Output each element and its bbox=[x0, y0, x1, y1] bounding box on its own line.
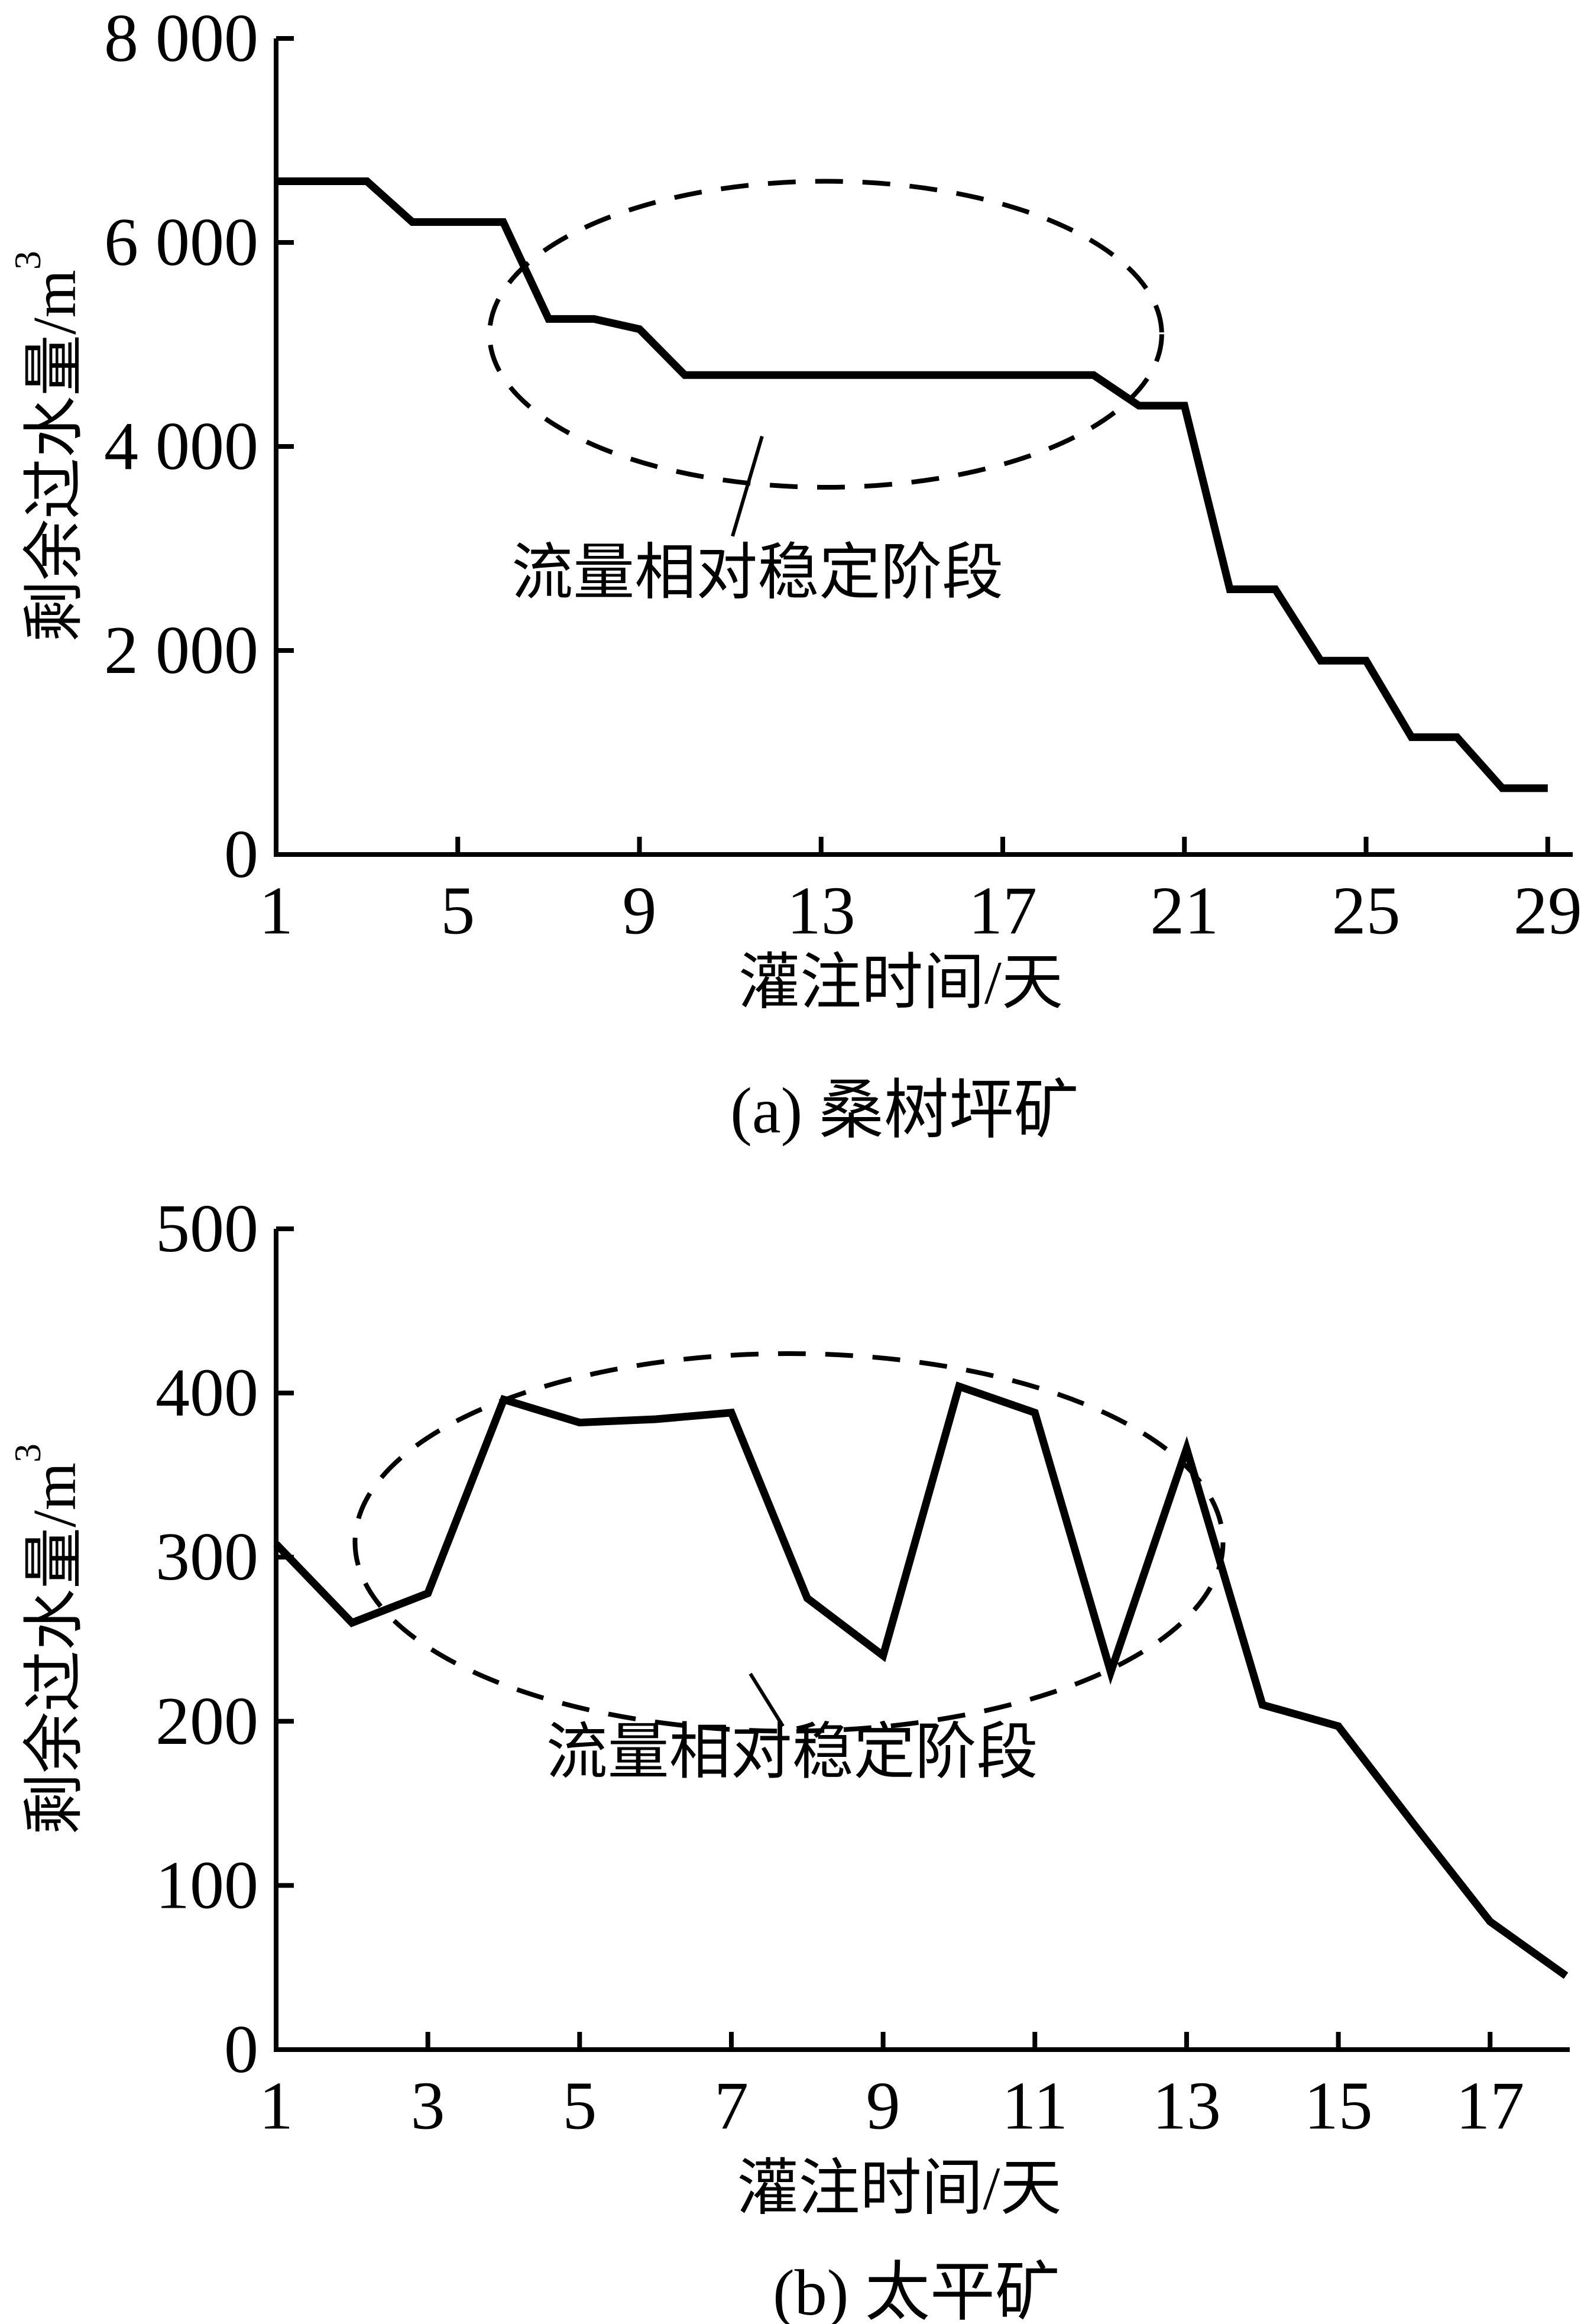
x-tick-label: 13 bbox=[1152, 2069, 1221, 2144]
x-axis-title: 灌注时间/天 bbox=[738, 949, 1063, 1017]
y-axis-title: 剩余过水量/m3 bbox=[7, 1443, 89, 1835]
data-line bbox=[276, 177, 1548, 792]
x-tick-label: 11 bbox=[1002, 2069, 1068, 2144]
y-tick-label: 500 bbox=[155, 1191, 258, 1267]
y-axis-title: 剩余过水量/m3 bbox=[7, 251, 89, 642]
x-tick-label: 17 bbox=[1456, 2069, 1524, 2144]
y-tick-label: 8 000 bbox=[104, 1, 258, 76]
x-tick-label: 25 bbox=[1332, 873, 1401, 949]
annotation-leader-line bbox=[749, 1672, 785, 1727]
y-tick-label: 0 bbox=[224, 2012, 258, 2087]
subfigure-caption: (a) 桑树坪矿 bbox=[730, 1074, 1079, 1147]
chart-b-taiping: 0 100 200 300 400 500 1 3 5 7 9 11 13 15 17 流量相对稳定阶段 灌注时… bbox=[0, 1162, 1581, 2324]
x-tick-label: 9 bbox=[866, 2069, 900, 2144]
x-tick-label: 15 bbox=[1304, 2069, 1373, 2144]
subfigure-caption: (b) 太平矿 bbox=[773, 2257, 1060, 2324]
x-tick-label: 13 bbox=[787, 873, 856, 949]
x-tick-label: 3 bbox=[411, 2069, 445, 2144]
stable-stage-ellipse bbox=[487, 179, 1164, 490]
annotation-label: 流量相对稳定阶段 bbox=[546, 1718, 1038, 1786]
x-tick-label: 9 bbox=[623, 873, 657, 949]
data-line bbox=[273, 1381, 1569, 1979]
x-tick-label: 7 bbox=[714, 2069, 749, 2144]
y-tick-label: 4 000 bbox=[104, 409, 258, 484]
annotation-label: 流量相对稳定阶段 bbox=[511, 539, 1003, 607]
x-tick-label: 21 bbox=[1150, 873, 1219, 949]
chart-a-sangshuping: 0 2 000 4 000 6 000 8 000 1 5 9 13 17 21 25 29 流量相对稳定… bbox=[7, 1, 1581, 1147]
x-tick-label: 17 bbox=[968, 873, 1037, 949]
chart-a-svg: 0 2 000 4 000 6 000 8 000 1 5 9 13 17 21 25 29 流量相对稳定… bbox=[7, 1, 1581, 1147]
y-tick-label: 200 bbox=[155, 1684, 258, 1759]
x-tick-label: 1 bbox=[259, 2069, 293, 2144]
x-tick-label: 1 bbox=[259, 873, 293, 949]
y-tick-label: 2 000 bbox=[104, 613, 258, 688]
stable-stage-ellipse bbox=[352, 1351, 1226, 1734]
y-tick-label: 6 000 bbox=[104, 205, 258, 280]
x-tick-label: 5 bbox=[562, 2069, 597, 2144]
x-tick-label: 5 bbox=[440, 873, 475, 949]
x-tick-label: 29 bbox=[1514, 873, 1581, 949]
y-tick-label: 0 bbox=[224, 817, 258, 892]
y-tick-label: 400 bbox=[155, 1355, 258, 1431]
annotation-leader-line bbox=[731, 435, 764, 537]
y-tick-label: 300 bbox=[155, 1519, 258, 1595]
x-axis-title: 灌注时间/天 bbox=[737, 2155, 1062, 2223]
y-tick-label: 100 bbox=[155, 1847, 258, 1923]
